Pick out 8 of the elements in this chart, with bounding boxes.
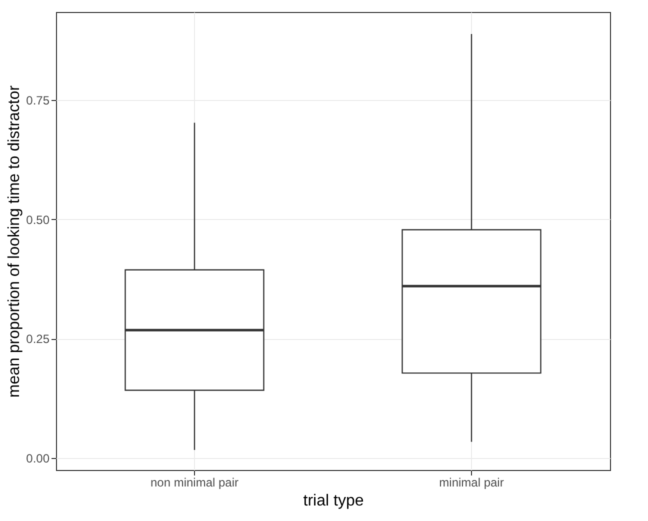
y-tick-label: 0.25 [26, 332, 50, 346]
x-tick-label: non minimal pair [150, 476, 239, 490]
y-tick-label: 0.75 [26, 93, 50, 108]
y-axis-title: mean proportion of looking time to distractor [6, 84, 24, 398]
y-tick-label: 0.50 [26, 212, 50, 227]
x-tick-label: minimal pair [439, 476, 504, 490]
y-tick-label: 0.00 [26, 452, 50, 466]
x-axis-title: trial type [303, 492, 364, 510]
